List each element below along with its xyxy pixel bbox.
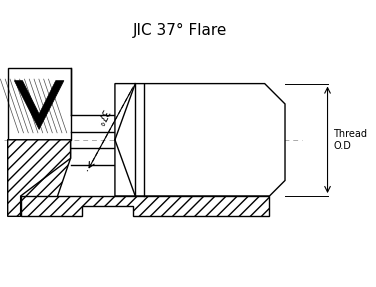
Polygon shape [8,140,71,216]
Polygon shape [115,84,285,196]
Polygon shape [8,140,71,212]
Text: 37°: 37° [93,107,109,127]
Text: Thread
O.D: Thread O.D [333,129,367,151]
Polygon shape [115,140,135,196]
Polygon shape [14,81,64,129]
Polygon shape [8,68,71,140]
Text: JIC 37° Flare: JIC 37° Flare [132,23,227,38]
Polygon shape [21,196,270,216]
